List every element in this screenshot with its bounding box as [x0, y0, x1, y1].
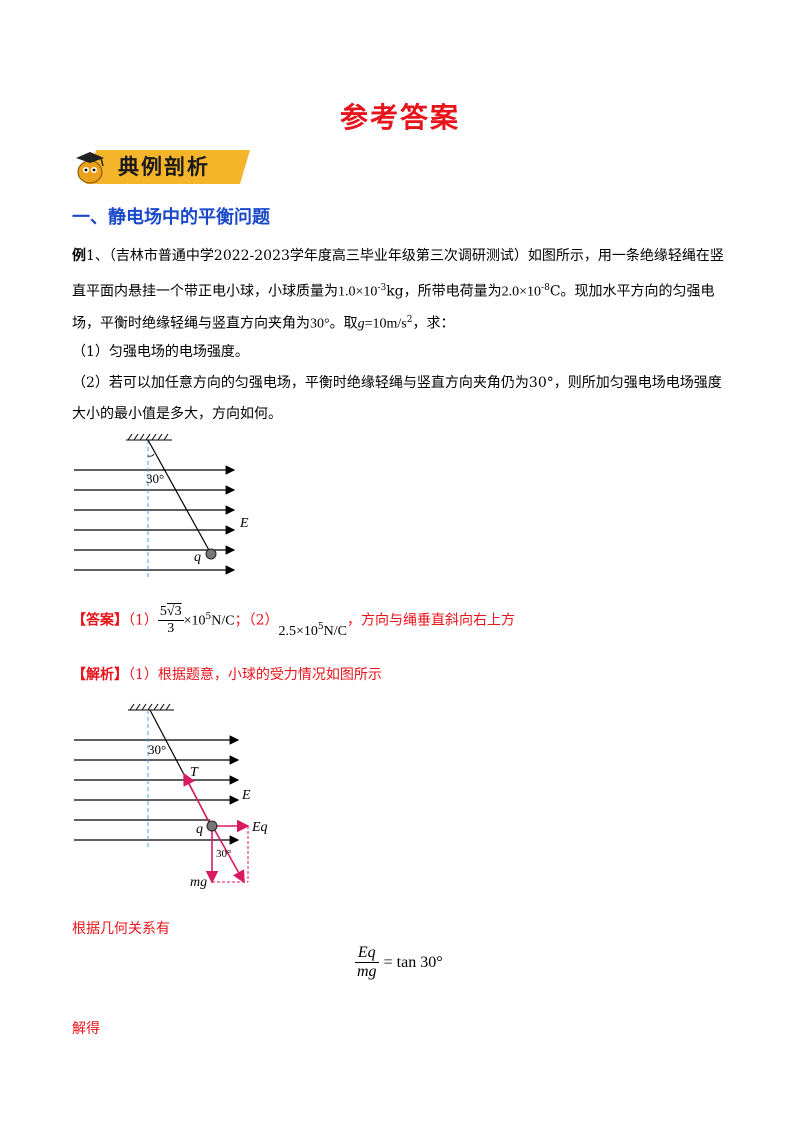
problem-line-3: 场，平衡时绝缘轻绳与竖直方向夹角为30°。取g=10m/s2，求： — [72, 315, 455, 332]
question-2-line-1: （2）若可以加任意方向的匀强电场，平衡时绝缘轻绳与竖直方向夹角仍为30°，则所加… — [72, 375, 722, 391]
section-title: 一、静电场中的平衡问题 — [72, 207, 270, 228]
equation: Eq mg = tan 30° — [355, 944, 443, 980]
ceiling — [128, 703, 174, 711]
geometry-intro: 根据几何关系有 — [72, 921, 170, 937]
banner-label: 典例剖析 — [118, 155, 210, 179]
tension-label: T — [190, 765, 199, 780]
field-lines — [74, 735, 240, 845]
analysis-line: 【解析】（1）根据题意，小球的受力情况如图所示 — [72, 667, 382, 683]
field-lines — [74, 465, 236, 575]
angle-label: 30° — [148, 742, 166, 757]
charge-label: q — [194, 550, 201, 565]
angle2-label: 30° — [216, 848, 231, 860]
charged-ball — [206, 820, 218, 832]
figure-1: 30° E q — [74, 433, 249, 578]
charged-ball — [205, 548, 217, 560]
angle-label: 30° — [146, 471, 164, 486]
tension-arrow — [183, 772, 211, 825]
section-banner — [76, 150, 250, 184]
graduate-mascot-icon — [76, 152, 104, 184]
problem-line-1: 例1、（吉林市普通中学2022-2023学年度高三毕业年级第三次调研测试）如图所… — [72, 248, 724, 264]
gravity-label: mg — [190, 875, 207, 890]
analysis-label: 【解析】 — [72, 667, 128, 683]
answer-line: 【答案】（1） 5√3 3 ×105N/C；（2）2.5×105N/C，方向与绳垂直斜… — [72, 604, 515, 639]
problem-label: 例 — [72, 248, 86, 264]
field-label: E — [241, 788, 251, 803]
answer-fraction: 5√3 3 — [157, 604, 184, 636]
problem-line-2: 直平面内悬挂一个带正电小球，小球质量为1.0×10-3kg，所带电荷量为2.0×… — [72, 283, 715, 300]
rope — [147, 439, 211, 553]
result-label: 解得 — [72, 1021, 100, 1037]
resultant-arrow — [212, 826, 245, 884]
angle-arc — [147, 453, 155, 457]
ceiling — [126, 433, 172, 441]
charge-label: q — [196, 822, 203, 837]
question-2-line-2: 大小的最小值是多大，方向如何。 — [72, 406, 282, 422]
eq-label: Eq — [251, 820, 268, 835]
question-1: （1）匀强电场的电场强度。 — [72, 344, 249, 360]
page-title: 参考答案 — [339, 101, 460, 134]
field-label: E — [239, 516, 249, 531]
figure-2: 30° T E q Eq 30° mg — [74, 703, 268, 890]
answer-label: 【答案】 — [72, 612, 128, 629]
